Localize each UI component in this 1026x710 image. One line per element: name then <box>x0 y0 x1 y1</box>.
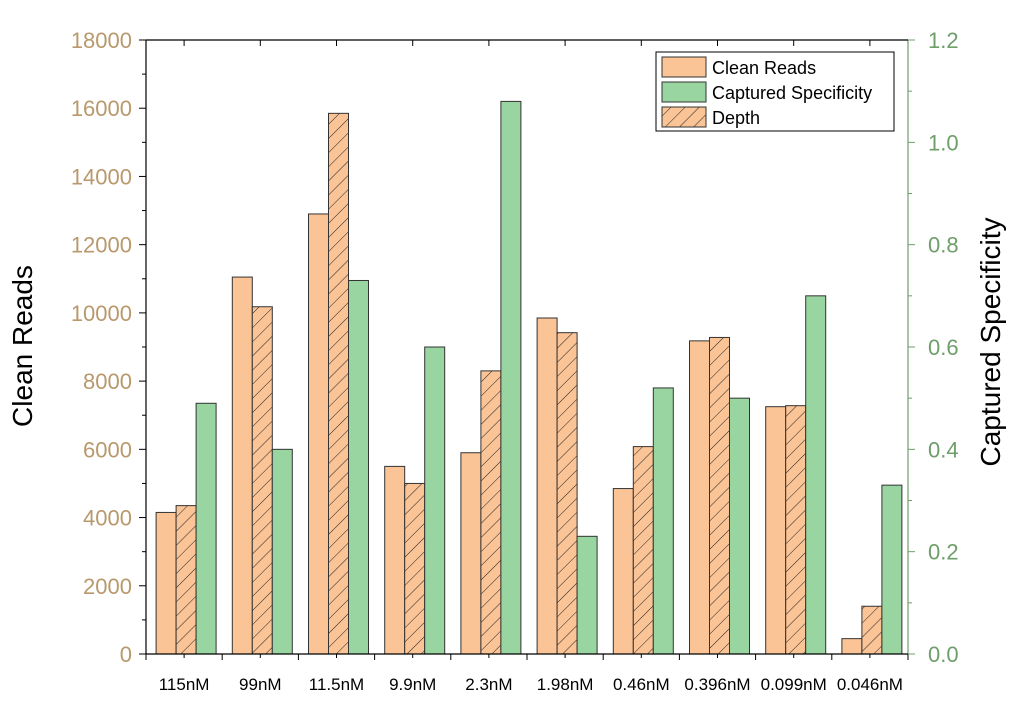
left-tick-label: 4000 <box>83 506 132 531</box>
bar-captured-specificity <box>424 346 446 655</box>
bar-depth <box>175 505 197 655</box>
bar-captured-specificity <box>881 484 903 655</box>
left-tick-label: 12000 <box>71 233 132 258</box>
legend-swatch <box>661 106 707 128</box>
bar-depth <box>709 336 730 655</box>
bars-group <box>155 100 903 655</box>
x-tick-label: 99nM <box>239 675 282 694</box>
right-tick-label: 0.2 <box>928 540 959 565</box>
bar-captured-specificity <box>652 387 674 655</box>
legend-label: Clean Reads <box>712 58 816 78</box>
bar-clean-reads <box>612 488 634 655</box>
left-tick-label: 16000 <box>71 96 132 121</box>
left-tick-label: 18000 <box>71 28 132 53</box>
bar-captured-specificity <box>805 295 827 655</box>
bar-clean-reads <box>308 213 329 655</box>
right-tick-label: 1.0 <box>928 130 959 155</box>
bar-clean-reads <box>155 511 177 655</box>
x-tick-label: 1.98nM <box>537 675 594 694</box>
right-tick-label: 0.0 <box>928 642 959 667</box>
left-tick-label: 2000 <box>83 574 132 599</box>
bar-clean-reads <box>689 340 710 655</box>
bar-captured-specificity <box>348 279 369 655</box>
bar-captured-specificity <box>576 535 598 655</box>
bar-clean-reads <box>536 317 558 655</box>
legend-label: Depth <box>712 108 760 128</box>
bar-clean-reads <box>460 452 482 655</box>
left-tick-label: 8000 <box>83 369 132 394</box>
right-axis-ticks: 0.0 0.2 0.4 0.6 0.8 1.0 1.2 <box>908 28 959 667</box>
bar-captured-specificity <box>500 100 522 655</box>
x-tick-label: 2.3nM <box>465 675 512 694</box>
bar-captured-specificity <box>271 448 293 655</box>
right-tick-label: 0.6 <box>928 335 959 360</box>
left-tick-label: 0 <box>120 642 132 667</box>
bar-depth <box>328 112 349 655</box>
bar-depth <box>480 370 502 655</box>
right-tick-label: 0.4 <box>928 437 959 462</box>
left-tick-label: 14000 <box>71 164 132 189</box>
legend-label: Captured Specificity <box>712 83 872 103</box>
bar-depth <box>404 482 426 655</box>
bar-depth <box>251 306 273 655</box>
legend: Clean Reads Captured Specificity Depth <box>655 51 895 132</box>
bar-depth <box>632 446 654 655</box>
bar-depth <box>556 332 578 655</box>
left-tick-label: 6000 <box>83 437 132 462</box>
left-axis-label: Clean Reads <box>7 265 38 427</box>
x-tick-label: 0.396nM <box>684 675 750 694</box>
x-tick-label: 0.099nM <box>761 675 827 694</box>
bar-clean-reads <box>231 276 253 655</box>
right-tick-label: 1.2 <box>928 28 959 53</box>
right-axis-label: Captured Specificity <box>975 217 1006 466</box>
left-tick-label: 10000 <box>71 301 132 326</box>
x-tick-label: 115nM <box>159 675 210 694</box>
right-tick-label: 0.8 <box>928 233 959 258</box>
x-tick-label: 11.5nM <box>309 675 364 694</box>
legend-swatch <box>661 56 707 78</box>
x-tick-label: 0.46nM <box>613 675 670 694</box>
bar-clean-reads <box>384 465 406 655</box>
x-axis-tick-labels: 115nM 99nM 11.5nM 9.9nM 2.3nM 1.98nM 0.46nM 0.3… <box>159 675 903 694</box>
x-tick-label: 0.046nM <box>837 675 903 694</box>
bar-depth <box>861 605 883 655</box>
bar-clean-reads <box>841 638 863 655</box>
left-axis-ticks: 0 2000 4000 6000 8000 10000 12000 14000 16000 180… <box>71 28 146 667</box>
x-tick-label: 9.9nM <box>389 675 436 694</box>
legend-swatch <box>661 81 707 103</box>
bar-depth <box>785 405 807 655</box>
bar-clean-reads <box>765 406 787 655</box>
bar-captured-specificity <box>195 402 217 655</box>
bar-captured-specificity <box>729 397 750 655</box>
